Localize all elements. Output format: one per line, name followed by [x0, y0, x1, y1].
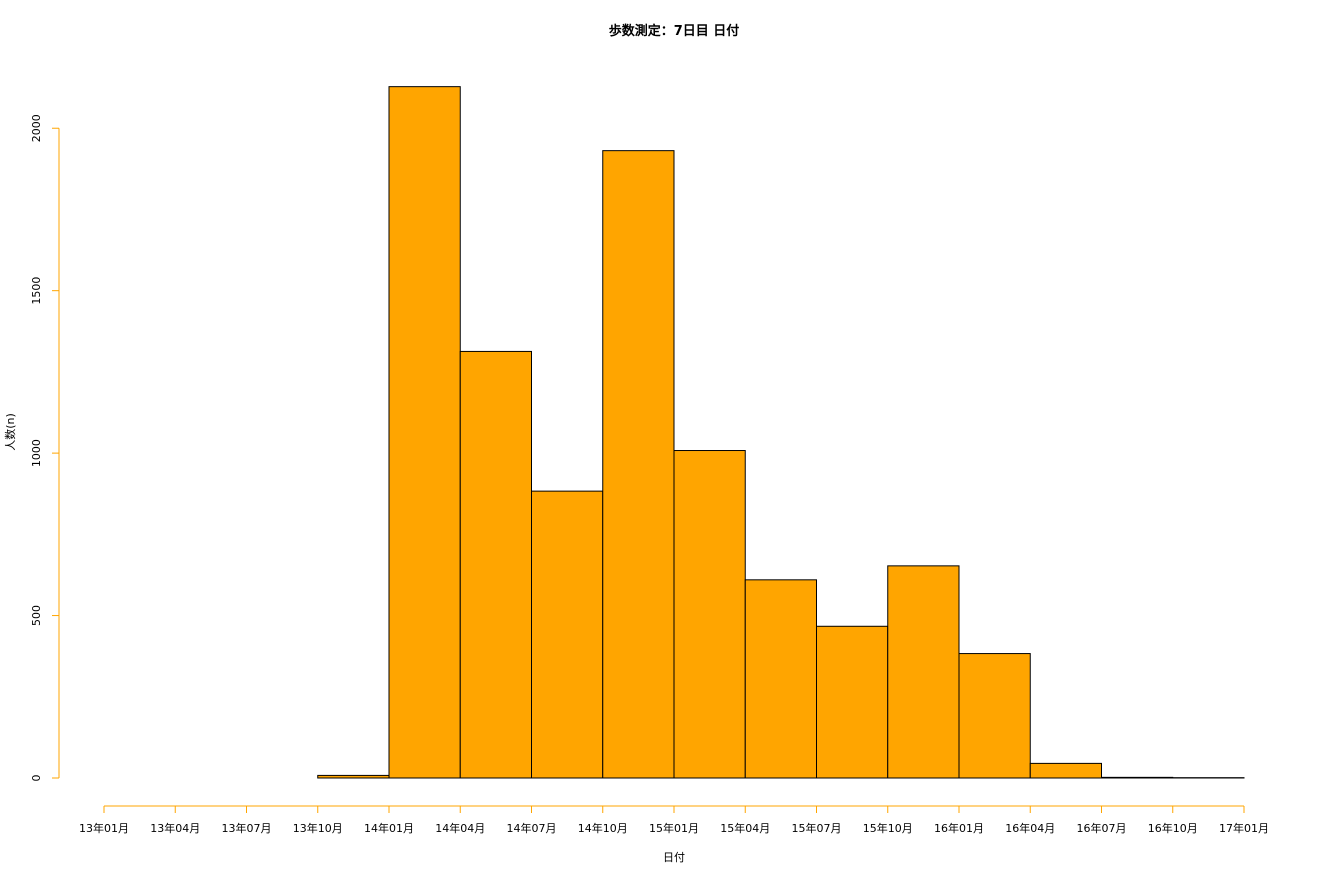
histogram-bar	[744, 579, 817, 779]
x-axis-title: 日付	[663, 851, 685, 864]
y-axis: 0 500 1000 1500 2000	[30, 114, 60, 782]
histogram-bar	[887, 565, 960, 779]
x-tick-label: 13年10月	[293, 821, 343, 835]
x-axis: 13年01月 13年04月 13年07月 13年10月 14年01月 14年04月 14年0…	[79, 805, 1269, 835]
bars-group	[317, 86, 1245, 779]
y-tick-label: 0	[30, 775, 43, 782]
histogram-bar	[1029, 762, 1102, 779]
histogram-bar	[958, 653, 1031, 779]
histogram-bar	[602, 150, 675, 779]
histogram-bar	[459, 350, 532, 779]
chart-title: 歩数測定：7日目 日付	[609, 23, 740, 39]
y-tick-label: 2000	[30, 114, 43, 142]
x-tick-label: 15年04月	[720, 821, 770, 835]
x-tick-label: 14年01月	[364, 821, 414, 835]
histogram-bar	[673, 450, 746, 779]
x-tick-label: 13年01月	[79, 821, 129, 835]
x-tick-label: 15年07月	[792, 821, 842, 835]
histogram-bar	[317, 774, 390, 779]
x-tick-label: 17年01月	[1219, 821, 1269, 835]
y-axis-title: 人数(n)	[4, 413, 17, 451]
histogram-bar	[1101, 776, 1174, 779]
x-tick-label: 15年01月	[649, 821, 699, 835]
y-tick-label: 500	[30, 605, 43, 626]
x-tick-label: 16年04月	[1005, 821, 1055, 835]
histogram-bar	[816, 625, 889, 779]
x-tick-label: 13年07月	[222, 821, 272, 835]
y-tick-label: 1000	[30, 439, 43, 467]
histogram-bar	[388, 86, 461, 779]
x-tick-label: 16年10月	[1148, 821, 1198, 835]
x-tick-label: 13年04月	[150, 821, 200, 835]
x-tick-label: 16年01月	[934, 821, 984, 835]
x-tick-label: 14年07月	[507, 821, 557, 835]
x-tick-label: 15年10月	[863, 821, 913, 835]
x-tick-label: 14年10月	[578, 821, 628, 835]
x-tick-label: 16年07月	[1077, 821, 1127, 835]
y-tick-label: 1500	[30, 277, 43, 305]
x-tick-label: 14年04月	[435, 821, 485, 835]
histogram-bar	[531, 490, 604, 779]
